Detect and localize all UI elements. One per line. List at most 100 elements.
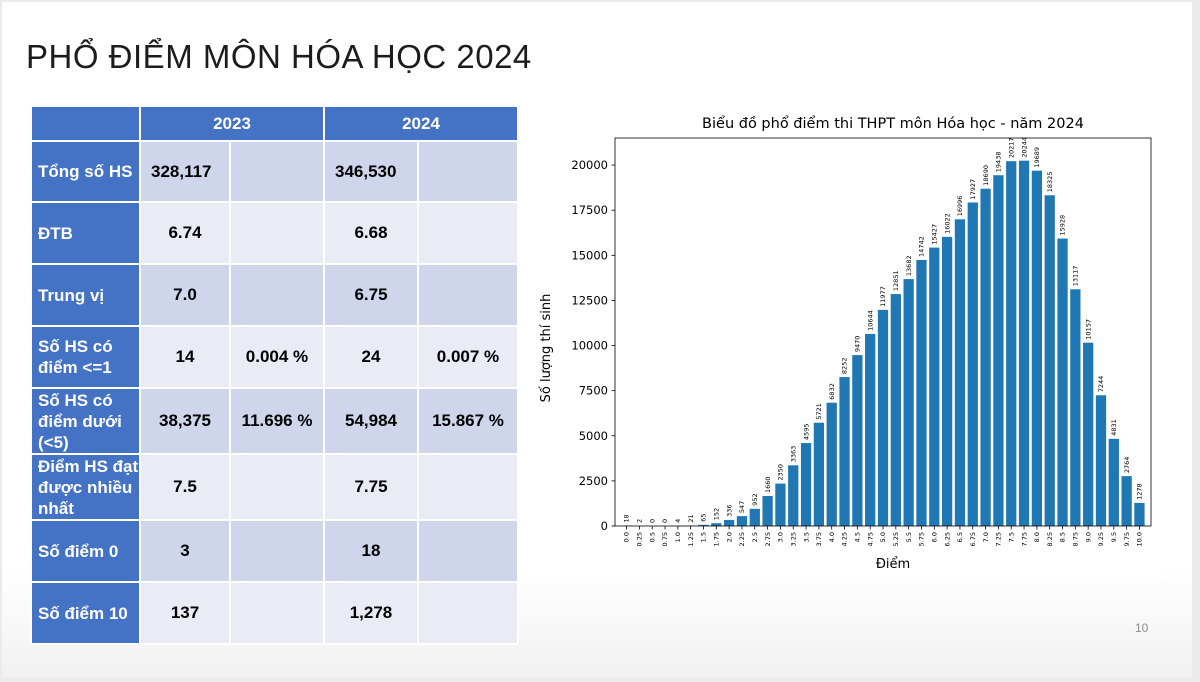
chart-data-label: 12851 [892, 270, 900, 291]
percent-2023 [229, 201, 325, 265]
chart-x-tick-label: 3.0 [777, 532, 785, 542]
chart-y-tick-label: 12500 [571, 293, 608, 307]
chart-data-label: 6832 [828, 383, 836, 400]
chart-x-tick-label: 7.0 [982, 532, 990, 542]
chart-title: Biểu đồ phổ điểm thi THPT môn Hóa học - … [702, 115, 1084, 132]
chart-x-tick-label: 5.25 [892, 532, 900, 546]
percent-2023 [229, 519, 325, 583]
percent-2024 [417, 201, 519, 265]
chart-data-label: 4 [674, 519, 682, 523]
chart-data-label: 5721 [815, 403, 823, 420]
chart-data-label: 16996 [956, 196, 964, 217]
row-label: ĐTB [30, 201, 141, 265]
percent-2024 [417, 140, 519, 203]
chart-x-tick-label: 5.75 [918, 532, 926, 546]
chart-data-label: 19438 [995, 152, 1003, 173]
chart-data-label: 19689 [1033, 147, 1041, 168]
chart-bar [877, 309, 889, 526]
chart-bar [929, 247, 940, 526]
chart-bar [698, 524, 709, 526]
chart-x-tick-label: 5.5 [905, 532, 913, 542]
chart-x-tick-label: 7.25 [995, 532, 1003, 546]
value-2023: 6.74 [139, 201, 231, 265]
chart-data-label: 0 [661, 519, 669, 523]
chart-x-tick-label: 0.0 [623, 532, 631, 542]
table-row: Số điểm 10 137 1,278 [30, 581, 519, 645]
chart-data-label: 8252 [841, 358, 849, 375]
chart-bar [813, 422, 825, 526]
value-2024: 6.75 [323, 263, 419, 327]
chart-x-tick-label: 6.75 [969, 532, 977, 546]
row-label: Trung vị [30, 263, 141, 327]
chart-bar [762, 496, 773, 526]
chart-data-label: 20244 [1020, 137, 1028, 158]
chart-bar [826, 402, 837, 526]
header-2023: 2023 [139, 105, 325, 142]
chart-x-tick-label: 3.5 [802, 532, 810, 542]
chart-data-label: 17927 [969, 179, 977, 200]
row-label: Số HS có điểm <=1 [30, 325, 141, 389]
chart-data-label: 4595 [802, 424, 810, 441]
chart-y-tick-label: 0 [601, 519, 608, 533]
chart-x-tick-label: 7.5 [1007, 532, 1015, 542]
chart-data-label: 18 [623, 514, 631, 522]
chart-x-tick-label: 2.0 [725, 532, 733, 542]
chart-data-label: 13682 [905, 255, 913, 276]
table-header-row: 2023 2024 [30, 105, 519, 142]
header-2024: 2024 [323, 105, 519, 142]
chart-x-tick-label: 4.25 [841, 532, 849, 546]
chart-container: Biểu đồ phổ điểm thi THPT môn Hóa học - … [528, 102, 1164, 580]
row-label: Số điểm 0 [30, 519, 141, 583]
percent-2023 [229, 581, 325, 645]
chart-plot-area: 18 0.0 2 0.25 0 0.5 0 0.75 4 1.0 21 1.25 65 1.5 152 1.7… [571, 137, 1152, 546]
chart-data-label: 21 [687, 514, 695, 522]
chart-frame [614, 137, 1152, 527]
chart-x-tick-label: 9.25 [1097, 532, 1105, 546]
chart-bar [711, 523, 722, 526]
value-2023: 38,375 [139, 387, 231, 455]
row-label: Số điểm 10 [30, 581, 141, 645]
chart-data-label: 18325 [1046, 172, 1054, 193]
chart-x-tick-label: 2.5 [751, 532, 759, 542]
chart-data-label: 0 [648, 519, 656, 523]
chart-y-tick-label: 17500 [571, 203, 608, 217]
value-2024: 6.68 [323, 201, 419, 265]
chart-bar [1018, 160, 1030, 526]
chart-data-label: 7244 [1097, 376, 1105, 393]
value-2024: 346,530 [323, 140, 419, 203]
slide-title: PHỔ ĐIỂM MÔN HÓA HỌC 2024 [26, 38, 532, 75]
chart-bar [1095, 395, 1107, 526]
table-row: Số điểm 0 3 18 [30, 519, 519, 583]
chart-bar [1083, 342, 1094, 526]
score-distribution-chart: Biểu đồ phổ điểm thi THPT môn Hóa học - … [539, 115, 1152, 572]
chart-x-tick-label: 6.0 [930, 532, 938, 542]
chart-x-tick-label: 6.25 [943, 532, 951, 546]
chart-x-tick-label: 5.0 [879, 532, 887, 542]
chart-data-label: 20217 [1007, 137, 1015, 158]
chart-x-tick-label: 8.25 [1046, 532, 1054, 546]
chart-data-label: 3363 [789, 446, 797, 463]
value-2024: 24 [323, 325, 419, 389]
chart-bar [967, 202, 978, 526]
chart-x-tick-label: 0.75 [661, 532, 669, 546]
chart-data-label: 18690 [982, 165, 990, 186]
chart-x-tick-label: 1.25 [687, 532, 695, 546]
chart-bar [723, 519, 735, 526]
stats-table: 2023 2024 Tổng số HS 328,117 346,530 ĐTB… [30, 105, 519, 645]
percent-2023 [229, 453, 325, 521]
chart-data-label: 10157 [1084, 319, 1092, 340]
chart-x-tick-label: 4.5 [854, 532, 862, 542]
chart-data-label: 152 [713, 508, 721, 520]
chart-x-tick-label: 10.0 [1136, 532, 1144, 546]
chart-bar [1044, 195, 1055, 526]
row-label: Điểm HS đạt được nhiều nhất [30, 453, 141, 521]
percent-2024: 15.867 % [417, 387, 519, 455]
table-row: ĐTB 6.74 6.68 [30, 201, 519, 265]
chart-data-label: 11977 [879, 286, 887, 307]
chart-x-tick-label: 9.0 [1084, 532, 1092, 542]
chart-x-tick-label: 4.0 [828, 532, 836, 542]
chart-data-label: 15928 [1059, 215, 1067, 236]
value-2023: 328,117 [139, 140, 231, 203]
chart-x-tick-label: 2.75 [764, 532, 772, 546]
